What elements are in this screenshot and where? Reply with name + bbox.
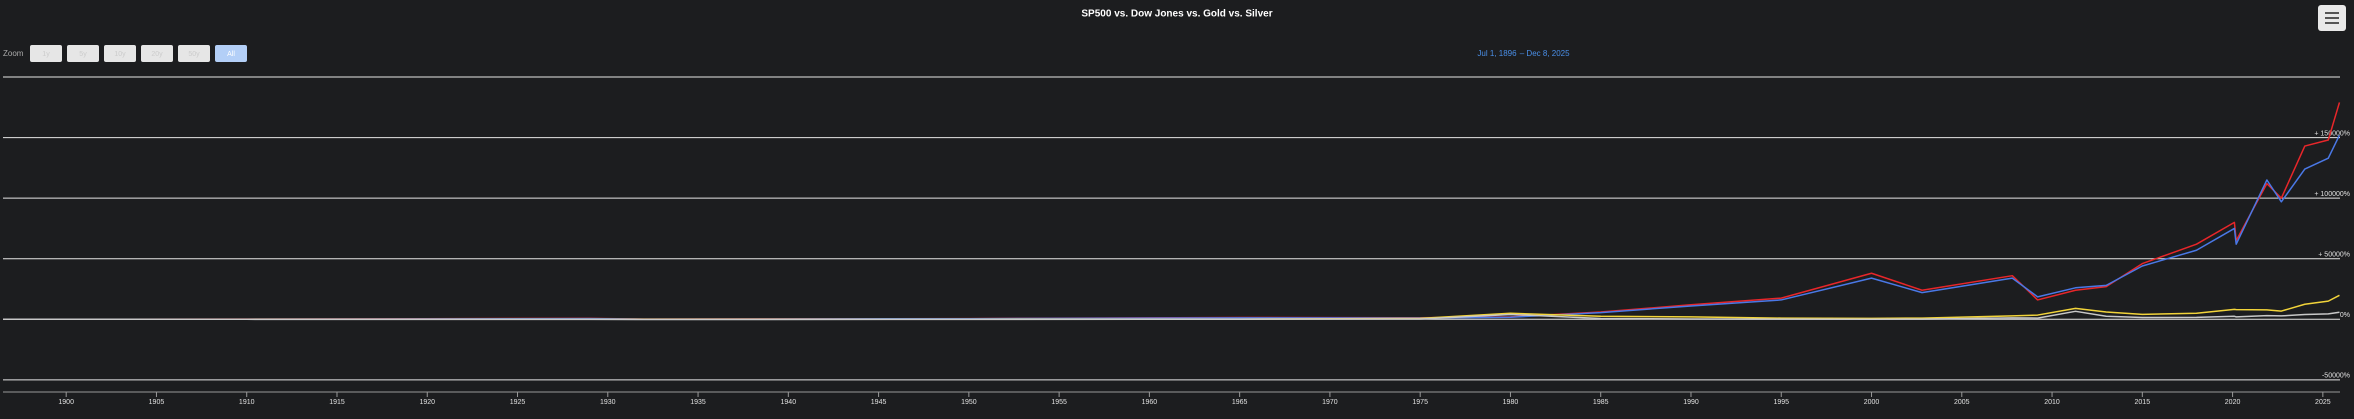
zoom-label: Zoom xyxy=(3,49,24,58)
x-tick-label: 2015 xyxy=(2135,399,2151,406)
x-tick-label: 1915 xyxy=(329,399,345,406)
series-line xyxy=(3,310,2340,321)
zoom-button-label[interactable]: 1y xyxy=(42,51,50,58)
zoom-button[interactable] xyxy=(104,45,136,62)
zoom-button-label[interactable]: 5y xyxy=(79,51,87,58)
y-tick-label: + 100000% xyxy=(2314,191,2350,198)
x-tick-label: 1920 xyxy=(419,399,435,406)
zoom-button-label[interactable]: 10y xyxy=(114,51,126,58)
x-tick-label: 1955 xyxy=(1051,399,1067,406)
x-tick-label: 1965 xyxy=(1232,399,1248,406)
zoom-button-label[interactable]: 50y xyxy=(188,51,200,58)
range-from[interactable]: Jul 1, 1896 xyxy=(1477,49,1517,58)
x-tick-label: 1950 xyxy=(961,399,977,406)
x-tick-label: 1980 xyxy=(1503,399,1519,406)
x-tick-label: 1900 xyxy=(58,399,74,406)
zoom-button[interactable] xyxy=(30,45,62,62)
y-tick-label: + 50000% xyxy=(2318,252,2350,259)
y-tick-label: + 150000% xyxy=(2314,130,2350,137)
x-tick-label: 2005 xyxy=(1954,399,1970,406)
x-tick-label: 1925 xyxy=(510,399,526,406)
zoom-button[interactable] xyxy=(67,45,99,62)
x-tick-label: 2020 xyxy=(2225,399,2241,406)
chart-title: SP500 vs. Dow Jones vs. Gold vs. Silver xyxy=(1081,9,1272,20)
range-to[interactable]: Dec 8, 2025 xyxy=(1526,49,1570,58)
x-tick-label: 1990 xyxy=(1683,399,1699,406)
x-tick-label: 1985 xyxy=(1593,399,1609,406)
x-tick-label: 2025 xyxy=(2315,399,2331,406)
y-tick-label: 0% xyxy=(2340,312,2350,319)
x-tick-label: 1945 xyxy=(871,399,887,406)
zoom-button-label[interactable]: All xyxy=(227,51,235,58)
x-tick-label: 1970 xyxy=(1322,399,1338,406)
zoom-button[interactable] xyxy=(141,45,173,62)
zoom-button[interactable] xyxy=(178,45,210,62)
zoom-button[interactable] xyxy=(215,45,247,62)
x-tick-label: 1995 xyxy=(1773,399,1789,406)
x-tick-label: 1910 xyxy=(239,399,255,406)
x-tick-label: 1935 xyxy=(690,399,706,406)
y-tick-label: -50000% xyxy=(2322,373,2350,380)
zoom-button-label[interactable]: 20y xyxy=(151,51,163,58)
x-tick-label: 2000 xyxy=(1864,399,1880,406)
x-tick-label: 1930 xyxy=(600,399,616,406)
x-tick-label: 1975 xyxy=(1412,399,1428,406)
menu-button[interactable] xyxy=(2318,5,2346,31)
range-separator: – xyxy=(1520,49,1525,58)
x-tick-label: 1960 xyxy=(1142,399,1158,406)
x-tick-label: 1940 xyxy=(781,399,797,406)
x-tick-label: 1905 xyxy=(149,399,165,406)
x-tick-label: 2010 xyxy=(2044,399,2060,406)
